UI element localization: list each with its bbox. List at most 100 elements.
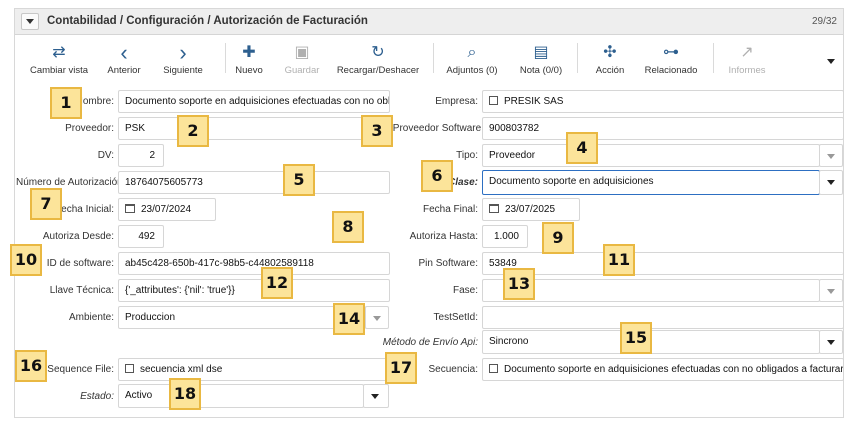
toolbar-divider bbox=[713, 43, 714, 73]
tipo-dropdown-icon[interactable] bbox=[819, 144, 843, 167]
previous-button[interactable]: ‹ Anterior bbox=[99, 40, 149, 87]
proveedor-label: Proveedor: bbox=[65, 123, 114, 134]
external-link-icon[interactable] bbox=[489, 364, 498, 373]
annotation-badge: 6 bbox=[421, 160, 453, 192]
collapse-toggle-icon[interactable] bbox=[21, 13, 39, 30]
toolbar-divider bbox=[433, 43, 434, 73]
annotation-badge: 11 bbox=[603, 244, 635, 276]
toolbar: ⇄ Cambiar vista ‹ Anterior › Siguiente ✚ Nue… bbox=[15, 40, 843, 87]
related-button[interactable]: ⊶ Relacionado bbox=[641, 43, 701, 87]
secuencia-label: Secuencia: bbox=[428, 364, 478, 375]
numero-autorizacion-field[interactable]: 18764075605773 bbox=[118, 171, 390, 194]
annotation-badge: 2 bbox=[177, 115, 209, 147]
fecha-final-field[interactable]: 23/07/2025 bbox=[482, 198, 580, 221]
reports-button[interactable]: ↗ Informes bbox=[725, 43, 769, 87]
llave-tecnica-field[interactable]: {'_attributes': {'nil': 'true'}} bbox=[118, 279, 390, 302]
annotation-badge: 18 bbox=[169, 378, 201, 410]
more-menu-icon[interactable] bbox=[827, 59, 835, 64]
clase-dropdown-icon[interactable] bbox=[819, 170, 843, 195]
id-software-label: ID de software: bbox=[46, 258, 114, 269]
notes-button[interactable]: ▤ Nota (0/0) bbox=[513, 43, 569, 87]
metodo-envio-api-dropdown-icon[interactable] bbox=[819, 330, 843, 354]
tipo-label: Tipo: bbox=[456, 150, 478, 161]
annotation-badge: 7 bbox=[30, 188, 62, 220]
chevron-right-icon: › bbox=[179, 40, 187, 65]
estado-dropdown-icon[interactable] bbox=[363, 384, 389, 408]
sequence-file-field[interactable]: secuencia xml dse bbox=[118, 358, 390, 381]
annotation-badge: 8 bbox=[332, 211, 364, 243]
link-icon: ⊶ bbox=[663, 44, 679, 61]
toolbar-divider bbox=[577, 43, 578, 73]
annotation-badge: 17 bbox=[385, 352, 417, 384]
toolbar-divider bbox=[225, 43, 226, 73]
testsetid-label: TestSetId: bbox=[433, 312, 478, 323]
fase-label: Fase: bbox=[452, 285, 478, 296]
external-link-icon[interactable] bbox=[489, 96, 498, 105]
switch-view-icon: ⇄ bbox=[52, 44, 66, 61]
nombre-label: Nombre: bbox=[75, 96, 114, 107]
calendar-icon[interactable] bbox=[489, 204, 499, 213]
autoriza-desde-label: Autoriza Desde: bbox=[42, 231, 114, 242]
fecha-inicial-label: Fecha Inicial: bbox=[55, 204, 114, 215]
pin-software-label: Pin Software: bbox=[418, 258, 478, 269]
note-icon: ▤ bbox=[533, 44, 549, 61]
id-software-field[interactable]: ab45c428-650b-417c-98b5-c44802589118 bbox=[118, 252, 390, 275]
annotation-badge: 1 bbox=[50, 87, 82, 119]
title-bar: Contabilidad / Configuración / Autorizac… bbox=[15, 9, 843, 35]
breadcrumb: Contabilidad / Configuración / Autorizac… bbox=[47, 15, 368, 27]
annotation-badge: 4 bbox=[566, 132, 598, 164]
paperclip-icon: ⌕ bbox=[467, 44, 477, 61]
clase-label: Clase: bbox=[447, 177, 478, 188]
annotation-badge: 10 bbox=[10, 244, 42, 276]
calendar-icon[interactable] bbox=[125, 204, 135, 213]
autoriza-hasta-label: Autoriza Hasta: bbox=[409, 231, 478, 242]
empresa-field[interactable]: PRESIK SAS bbox=[482, 90, 844, 113]
llave-tecnica-label: Llave Técnica: bbox=[49, 285, 114, 296]
annotation-badge: 3 bbox=[361, 115, 393, 147]
save-button[interactable]: ▣ Guardar bbox=[281, 43, 323, 87]
ambiente-select[interactable]: Produccion bbox=[118, 306, 366, 329]
fase-dropdown-icon[interactable] bbox=[819, 279, 843, 302]
switch-view-button[interactable]: ⇄ Cambiar vista bbox=[25, 43, 93, 87]
new-button[interactable]: ✚ Nuevo bbox=[229, 43, 269, 87]
reload-button[interactable]: ↻ Recargar/Deshacer bbox=[336, 44, 420, 76]
metodo-envio-api-label: Método de Envío Api: bbox=[382, 337, 478, 348]
pin-software-field[interactable]: 53849 bbox=[482, 252, 844, 275]
testsetid-field[interactable] bbox=[482, 306, 844, 329]
annotation-badge: 12 bbox=[261, 267, 293, 299]
next-button[interactable]: › Siguiente bbox=[157, 40, 209, 87]
external-link-icon[interactable] bbox=[125, 364, 134, 373]
action-button[interactable]: ✣ Acción bbox=[589, 43, 631, 87]
dv-field[interactable]: 2 bbox=[118, 144, 164, 167]
ambiente-label: Ambiente: bbox=[68, 312, 114, 323]
annotation-badge: 13 bbox=[503, 268, 535, 300]
autoriza-hasta-field[interactable]: 1.000 bbox=[482, 225, 528, 248]
external-link-icon: ↗ bbox=[740, 44, 754, 61]
id-proveedor-software-field[interactable]: 900803782 bbox=[482, 117, 844, 140]
estado-select[interactable]: Activo bbox=[118, 384, 364, 408]
chevron-left-icon: ‹ bbox=[120, 40, 128, 65]
autoriza-desde-field[interactable]: 492 bbox=[118, 225, 164, 248]
tipo-select[interactable]: Proveedor bbox=[482, 144, 820, 167]
nombre-field[interactable]: Documento soporte en adquisiciones efect… bbox=[118, 90, 390, 113]
empresa-label: Empresa: bbox=[435, 96, 478, 107]
attachments-button[interactable]: ⌕ Adjuntos (0) bbox=[441, 43, 503, 87]
record-position: 29/32 bbox=[811, 16, 837, 27]
proveedor-field[interactable]: PSK bbox=[118, 117, 390, 140]
plus-icon: ✚ bbox=[242, 44, 256, 61]
dv-label: DV: bbox=[97, 150, 114, 161]
fecha-final-label: Fecha Final: bbox=[422, 204, 478, 215]
fecha-inicial-field[interactable]: 23/07/2024 bbox=[118, 198, 216, 221]
numero-autorizacion-label: Número de Autorización: bbox=[16, 177, 126, 188]
annotation-badge: 15 bbox=[620, 322, 652, 354]
secuencia-field[interactable]: Documento soporte en adquisiciones efect… bbox=[482, 358, 844, 381]
estado-label: Estado: bbox=[80, 391, 114, 402]
clase-field[interactable]: Documento soporte en adquisiciones bbox=[482, 170, 820, 195]
ambiente-dropdown-icon[interactable] bbox=[365, 306, 389, 329]
save-icon: ▣ bbox=[294, 44, 310, 61]
annotation-badge: 16 bbox=[15, 350, 47, 382]
annotation-badge: 14 bbox=[333, 303, 365, 335]
annotation-badge: 9 bbox=[542, 222, 574, 254]
annotation-badge: 5 bbox=[283, 164, 315, 196]
action-icon: ✣ bbox=[603, 44, 617, 61]
